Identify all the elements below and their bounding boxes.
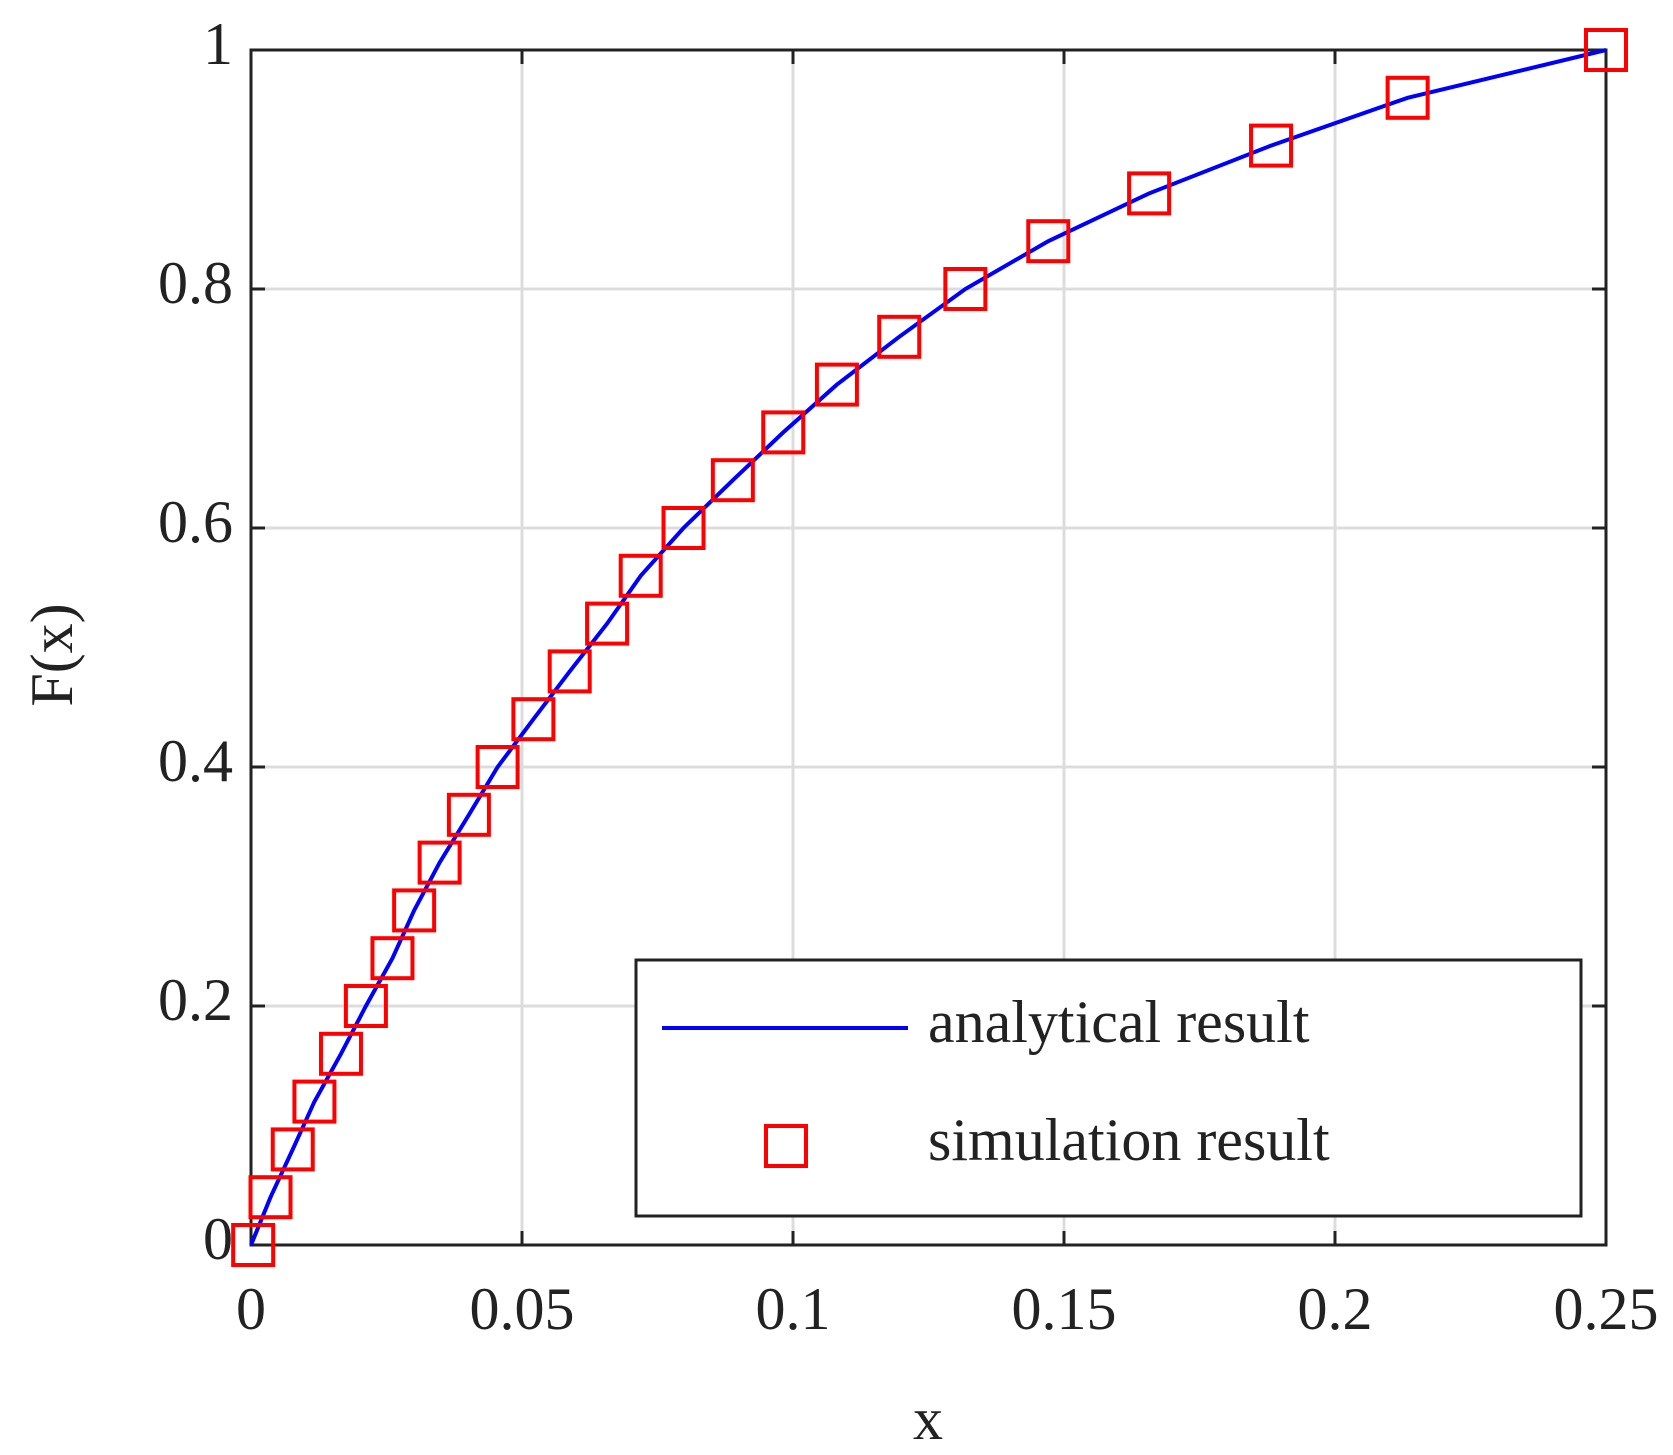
marker (877, 314, 922, 359)
y-axis-label: F(x) (19, 603, 85, 706)
x-tick-label: 0.25 (1554, 1276, 1659, 1342)
x-tick-label: 0.15 (1012, 1276, 1117, 1342)
marker (231, 1223, 276, 1267)
marker (761, 410, 806, 455)
marker (1127, 171, 1172, 216)
y-tick-label: 0.6 (158, 489, 233, 555)
y-tick-label: 0.4 (158, 728, 233, 794)
marker (585, 601, 630, 646)
legend-box (634, 958, 1583, 1218)
marker (547, 649, 592, 694)
marker (1584, 28, 1628, 72)
marker (1249, 123, 1294, 168)
x-tick-label: 0 (236, 1276, 266, 1342)
marker (292, 1079, 337, 1124)
x-tick-label: 0.1 (756, 1276, 831, 1342)
marker (370, 936, 415, 981)
legend-label: simulation result (928, 1107, 1330, 1173)
marker (661, 506, 706, 550)
marker (943, 267, 988, 311)
marker (343, 984, 388, 1028)
marker (1026, 219, 1071, 264)
marker (710, 458, 755, 503)
marker (248, 1175, 293, 1220)
x-tick-label: 0.2 (1298, 1276, 1373, 1342)
marker (814, 362, 859, 407)
marker (270, 1127, 315, 1172)
x-tick-label: 0.05 (470, 1276, 575, 1342)
y-tick-label: 0 (203, 1206, 233, 1272)
marker (417, 840, 462, 885)
marker (511, 697, 556, 742)
marker (446, 792, 491, 837)
marker (392, 888, 437, 933)
y-tick-label: 1 (203, 11, 233, 77)
legend-swatch (764, 1124, 808, 1168)
plot-frame (249, 48, 1608, 1247)
marker (475, 745, 520, 789)
marker (318, 1031, 363, 1076)
line (249, 48, 1607, 1246)
x-axis-label: x (913, 1386, 943, 1452)
y-tick-label: 0.2 (158, 967, 233, 1033)
marker (1385, 75, 1430, 120)
marker (618, 553, 663, 598)
legend-label: analytical result (928, 989, 1310, 1055)
y-tick-label: 0.8 (158, 250, 233, 316)
